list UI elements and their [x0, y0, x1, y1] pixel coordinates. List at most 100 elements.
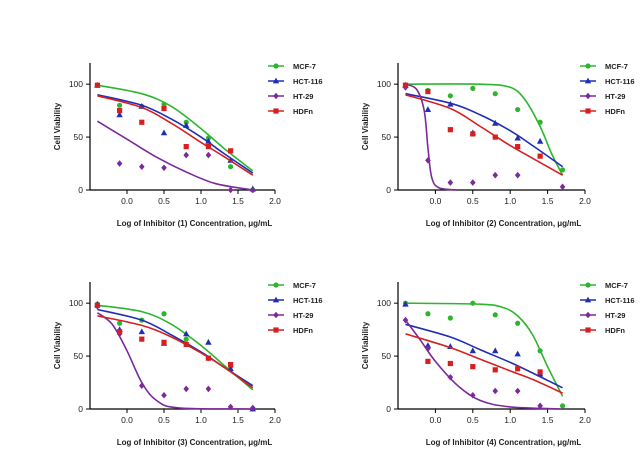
data-point	[514, 134, 521, 141]
data-point	[205, 338, 212, 345]
x-tick-label: 1.0	[504, 415, 516, 425]
legend-marker	[585, 92, 591, 100]
chart-panel-4: 0 50 100 0.0 0.5 1.0 1.5 2.0 Log of Inhibitor (4…	[361, 281, 635, 447]
data-point	[514, 387, 521, 395]
data-point	[470, 131, 476, 137]
y-tick-label: 0	[386, 185, 391, 195]
legend-marker	[585, 282, 591, 288]
legend-label: HCT-116	[605, 296, 635, 305]
series-mcf-7	[402, 82, 566, 176]
data-point	[492, 312, 498, 318]
x-tick-label: 1.5	[232, 196, 244, 206]
data-point	[515, 106, 521, 113]
legend-marker	[584, 296, 592, 303]
legend-marker	[273, 92, 279, 100]
data-point	[402, 82, 409, 88]
x-tick-label: 0.5	[158, 196, 170, 206]
data-point	[537, 153, 543, 159]
legend: MCF-7 HCT-116 HT-29 HDFn	[268, 62, 323, 116]
data-point	[559, 167, 566, 173]
legend-marker	[272, 77, 280, 84]
x-tick-label: 0.5	[467, 415, 479, 425]
x-tick-label: 0.0	[121, 196, 133, 206]
data-point	[94, 302, 100, 308]
x-axis-label: Log of Inhibitor (4) Concentration, μg/m…	[426, 438, 582, 447]
data-point	[492, 91, 498, 97]
data-point	[470, 300, 476, 306]
data-point	[515, 144, 521, 150]
data-point	[470, 179, 476, 186]
data-point	[515, 366, 521, 372]
data-point	[161, 164, 167, 172]
data-point	[469, 347, 476, 354]
legend-marker	[273, 63, 279, 69]
data-point	[139, 163, 145, 171]
data-point	[447, 179, 454, 186]
data-point	[228, 148, 234, 154]
y-tick-label: 50	[74, 351, 84, 361]
y-tick-label: 100	[377, 298, 391, 308]
data-point	[117, 108, 123, 114]
data-point	[514, 171, 521, 179]
legend-label: HT-29	[605, 92, 625, 101]
x-tick-label: 1.5	[232, 415, 244, 425]
data-point	[425, 88, 431, 95]
data-point	[447, 373, 454, 381]
legend-label: HCT-116	[605, 77, 635, 86]
legend: MCF-7 HCT-116 HT-29 HDFn	[580, 62, 635, 116]
data-point	[425, 311, 431, 317]
data-point	[161, 105, 167, 112]
legend-marker	[585, 311, 591, 319]
data-point	[559, 183, 566, 191]
x-axis-label: Log of Inhibitor (3) Concentration, μg/m…	[117, 438, 273, 447]
data-point	[402, 316, 409, 324]
y-tick-label: 0	[386, 404, 391, 414]
data-point	[227, 186, 234, 194]
series-ht-29	[94, 303, 256, 412]
legend-marker	[273, 108, 279, 114]
data-point	[470, 364, 476, 370]
x-tick-label: 0.0	[429, 415, 441, 425]
data-point	[161, 101, 167, 107]
series-hdfn	[94, 82, 254, 176]
legend-label: HT-29	[605, 311, 625, 320]
legend-label: MCF-7	[605, 281, 628, 290]
data-point	[424, 342, 432, 348]
y-tick-label: 0	[78, 185, 83, 195]
data-point	[447, 360, 453, 367]
data-point	[183, 385, 189, 393]
series-ht-29	[96, 120, 256, 194]
data-point	[183, 341, 189, 348]
legend-marker	[585, 108, 591, 114]
series-ht-29	[402, 83, 566, 191]
data-point	[205, 144, 211, 150]
data-point	[117, 329, 123, 335]
series-hct-116	[94, 81, 256, 192]
data-point	[228, 164, 234, 170]
data-point	[537, 402, 543, 410]
y-axis-label: Cell Viability	[53, 102, 62, 150]
data-point	[447, 127, 453, 133]
legend-label: MCF-7	[293, 62, 316, 71]
legend: MCF-7 HCT-116 HT-29 HDFn	[580, 281, 635, 335]
data-point	[94, 82, 100, 88]
x-tick-label: 1.5	[542, 196, 554, 206]
y-tick-label: 50	[74, 132, 84, 142]
series-ht-29	[402, 316, 563, 410]
data-point	[161, 339, 167, 345]
legend-label: MCF-7	[605, 62, 628, 71]
data-point	[492, 134, 498, 140]
x-tick-label: 0.5	[467, 196, 479, 206]
legend-label: HDFn	[605, 107, 625, 116]
fit-curve	[97, 95, 254, 176]
data-point	[447, 100, 454, 107]
legend-marker	[273, 327, 279, 333]
data-point	[492, 171, 499, 179]
x-tick-label: 2.0	[579, 415, 591, 425]
x-axis-label: Log of Inhibitor (1) Concentration, μg/m…	[117, 219, 273, 228]
data-point	[161, 311, 167, 317]
data-point	[117, 102, 123, 108]
data-point	[425, 358, 431, 364]
data-point	[425, 345, 431, 352]
legend-label: HDFn	[605, 326, 625, 335]
